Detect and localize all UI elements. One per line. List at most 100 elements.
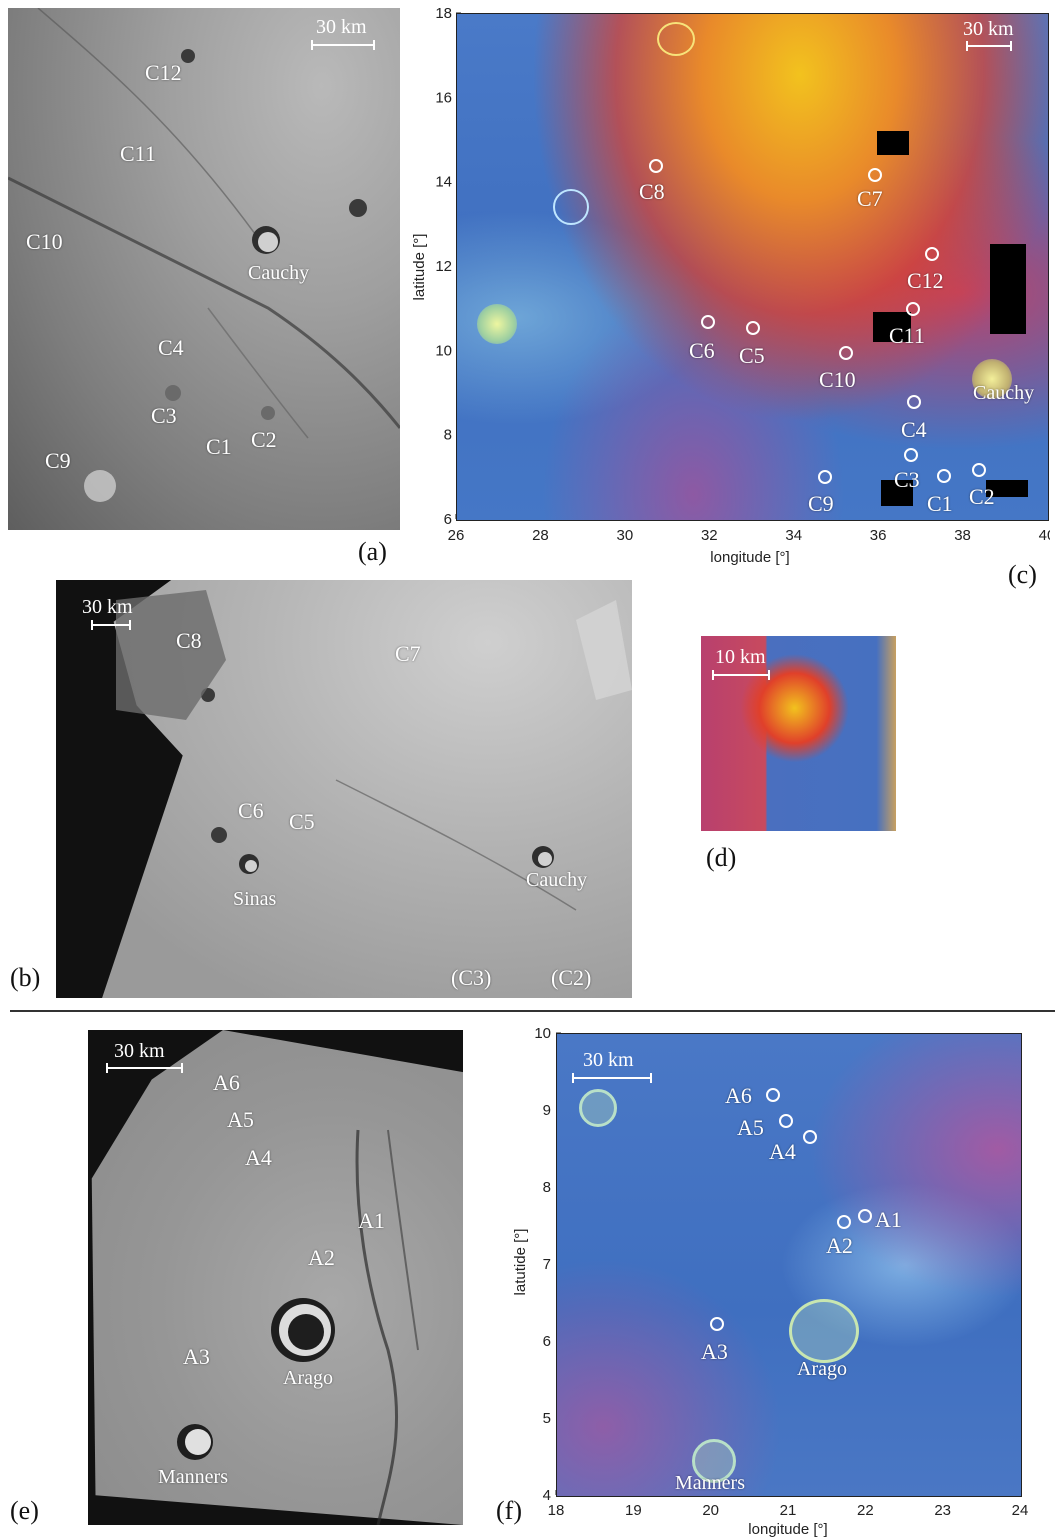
label-a2: A2 xyxy=(826,1233,853,1258)
crater xyxy=(477,304,517,344)
label-a1: A1 xyxy=(875,1207,902,1232)
label-c9: C9 xyxy=(45,448,71,473)
label-a1: A1 xyxy=(358,1208,385,1233)
no-data-block xyxy=(873,312,911,342)
west-crater-ring xyxy=(579,1089,617,1127)
y-axis-title: latitude [°] xyxy=(411,234,428,301)
y-tick-label: 14 xyxy=(435,174,452,191)
scale-bar xyxy=(91,620,131,630)
y-tick-label: 10 xyxy=(435,342,452,359)
label-c4: C4 xyxy=(158,335,184,360)
x-tick-label: 26 xyxy=(448,527,465,544)
label-c2-paren: (C2) xyxy=(551,965,592,990)
x-tick-label: 30 xyxy=(617,527,634,544)
y-tick-label: 12 xyxy=(435,258,452,275)
panel-e-letter: (e) xyxy=(10,1496,39,1525)
label-a4: A4 xyxy=(769,1139,796,1164)
crater xyxy=(972,359,1012,399)
marker-a3 xyxy=(710,1317,724,1331)
panel-a-rilles xyxy=(8,8,400,502)
label-a3: A3 xyxy=(701,1339,728,1364)
y-tick-label: 16 xyxy=(435,89,452,106)
label-c11: C11 xyxy=(889,323,925,348)
label-c6: C6 xyxy=(689,338,715,363)
crater xyxy=(553,189,589,225)
marker-c2 xyxy=(972,463,986,477)
panel-d-image: 10 km xyxy=(701,636,896,831)
label-manners: Manners xyxy=(158,1466,228,1488)
label-c7: C7 xyxy=(857,186,883,211)
marker-c4 xyxy=(907,395,921,409)
x-ticks: 26 28 30 32 34 36 38 40 xyxy=(448,514,1050,544)
y-tick-label: 8 xyxy=(543,1179,551,1196)
scale-label: 30 km xyxy=(316,16,367,38)
y-tick-label: 5 xyxy=(543,1410,551,1427)
panel-b-rilles xyxy=(116,590,632,911)
marker-c12 xyxy=(925,247,939,261)
label-c10: C10 xyxy=(26,229,63,254)
scale-bar xyxy=(712,670,770,680)
section-divider xyxy=(10,1010,1055,1012)
marker-a1 xyxy=(858,1209,872,1223)
marker-a2 xyxy=(837,1215,851,1229)
label-c8: C8 xyxy=(176,628,202,653)
marker-c3 xyxy=(904,448,918,462)
no-data-block xyxy=(877,131,909,155)
x-tick-label: 32 xyxy=(701,527,718,544)
x-ticks: 18 19 20 21 22 23 24 xyxy=(548,1490,1028,1519)
scale-bar xyxy=(106,1063,183,1073)
crater xyxy=(657,22,695,56)
y-ticks: 6 8 10 12 14 16 18 xyxy=(435,5,461,528)
marker-c7 xyxy=(868,168,882,182)
marker-c9 xyxy=(818,470,832,484)
label-a5: A5 xyxy=(227,1107,254,1132)
panel-a-letter: (a) xyxy=(358,537,387,566)
label-c3: C3 xyxy=(894,467,920,492)
label-c5: C5 xyxy=(739,343,765,368)
x-axis-title: longitude [°] xyxy=(748,1521,827,1538)
scale-label: 30 km xyxy=(583,1049,634,1071)
label-c9: C9 xyxy=(808,491,834,516)
marker-c5 xyxy=(746,321,760,335)
panel-e-surface xyxy=(91,1030,463,1525)
marker-c6 xyxy=(701,315,715,329)
label-c12: C12 xyxy=(145,60,182,85)
panel-f-axes: 4 5 6 7 8 9 10 18 19 20 21 22 23 24 longitude [°] la… xyxy=(512,1025,1028,1538)
y-tick-label: 10 xyxy=(534,1025,551,1042)
panel-b-image: 30 km C8 C7 C6 C5 Sinas Cauchy (C3) (C2) xyxy=(56,580,632,998)
scale-label: 30 km xyxy=(82,596,133,618)
manners-crater xyxy=(692,1439,736,1483)
label-a5: A5 xyxy=(737,1115,764,1140)
label-arago: Arago xyxy=(797,1358,847,1380)
x-tick-label: 18 xyxy=(548,1502,565,1519)
panel-e-features xyxy=(177,1129,419,1525)
scale-label: 30 km xyxy=(963,18,1014,40)
marker-a6 xyxy=(766,1088,780,1102)
x-tick-label: 34 xyxy=(785,527,802,544)
label-c11: C11 xyxy=(120,141,156,166)
label-c5: C5 xyxy=(289,809,315,834)
label-c10: C10 xyxy=(819,367,856,392)
marker-c10 xyxy=(839,346,853,360)
panel-e-image: 30 km A6 A5 A4 A1 A2 A3 Arago Manners xyxy=(88,1030,463,1525)
label-sinas: Sinas xyxy=(233,888,277,910)
label-arago: Arago xyxy=(283,1367,333,1389)
x-tick-label: 40 xyxy=(1039,527,1050,544)
scale-bar xyxy=(966,41,1012,51)
label-c2: C2 xyxy=(969,484,995,509)
x-tick-label: 21 xyxy=(780,1502,797,1519)
label-c6: C6 xyxy=(238,798,264,823)
x-tick-label: 23 xyxy=(934,1502,951,1519)
panel-d-letter: (d) xyxy=(706,843,737,872)
scale-label: 10 km xyxy=(715,646,766,668)
panel-c-map: 30 km C8 C7 C12 C11 C6 C5 C10 Cauchy C4 … xyxy=(456,13,1049,521)
label-cauchy: Cauchy xyxy=(248,262,310,284)
scale-bar xyxy=(311,40,375,50)
marker-a5 xyxy=(779,1114,793,1128)
label-c8: C8 xyxy=(639,179,665,204)
panel-b-letter: (b) xyxy=(10,963,41,992)
y-tick-label: 8 xyxy=(444,427,452,444)
label-c12: C12 xyxy=(907,268,944,293)
label-a4: A4 xyxy=(245,1145,272,1170)
marker-c1 xyxy=(937,469,951,483)
